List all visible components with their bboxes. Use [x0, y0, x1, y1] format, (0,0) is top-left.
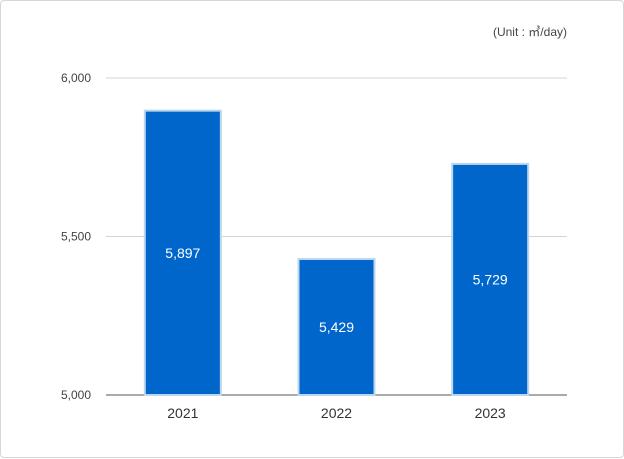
y-tick-label: 5,500 — [61, 230, 91, 244]
x-tick-label: 2021 — [167, 405, 198, 421]
bar-2022 — [297, 258, 376, 396]
y-tick-label: 5,000 — [61, 388, 91, 402]
unit-label: (Unit : ㎥/day) — [492, 25, 567, 39]
bar-value-label: 5,429 — [319, 319, 354, 335]
y-tick-label: 6,000 — [61, 71, 91, 85]
x-tick-label: 2023 — [475, 405, 506, 421]
x-tick-label: 2022 — [321, 405, 352, 421]
bar-2021 — [143, 109, 222, 396]
bar-value-label: 5,729 — [473, 271, 508, 287]
bar-value-label: 5,897 — [165, 245, 200, 261]
bar-2023 — [451, 162, 530, 396]
